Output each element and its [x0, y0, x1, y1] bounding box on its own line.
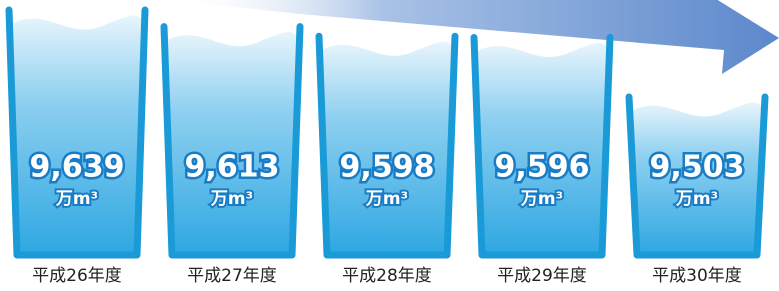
- chart: 9,639 万m³ 平成26年度 9,613 万m³ 平成27年度 9,598 万m³ 平成28…: [0, 0, 779, 291]
- unit-label: 万m³: [210, 189, 253, 209]
- unit-label: 万m³: [520, 189, 563, 209]
- category-label: 平成26年度: [32, 266, 122, 286]
- value-label: 9,503: [650, 150, 745, 185]
- unit-label: 万m³: [675, 189, 718, 209]
- category-label: 平成28年度: [342, 266, 432, 286]
- water: [321, 42, 453, 255]
- category-label: 平成27年度: [187, 266, 277, 286]
- unit-label: 万m³: [55, 189, 98, 209]
- category-label: 平成29年度: [497, 266, 587, 286]
- water: [166, 32, 298, 255]
- unit-label: 万m³: [365, 189, 408, 209]
- category-label: 平成30年度: [652, 266, 742, 286]
- glasses: 9,639 万m³ 平成26年度 9,613 万m³ 平成27年度 9,598 万m³ 平成28…: [9, 10, 765, 286]
- value-label: 9,596: [495, 150, 590, 185]
- water: [11, 15, 143, 255]
- value-label: 9,639: [30, 150, 125, 185]
- value-label: 9,613: [185, 150, 280, 185]
- value-label: 9,598: [340, 150, 435, 185]
